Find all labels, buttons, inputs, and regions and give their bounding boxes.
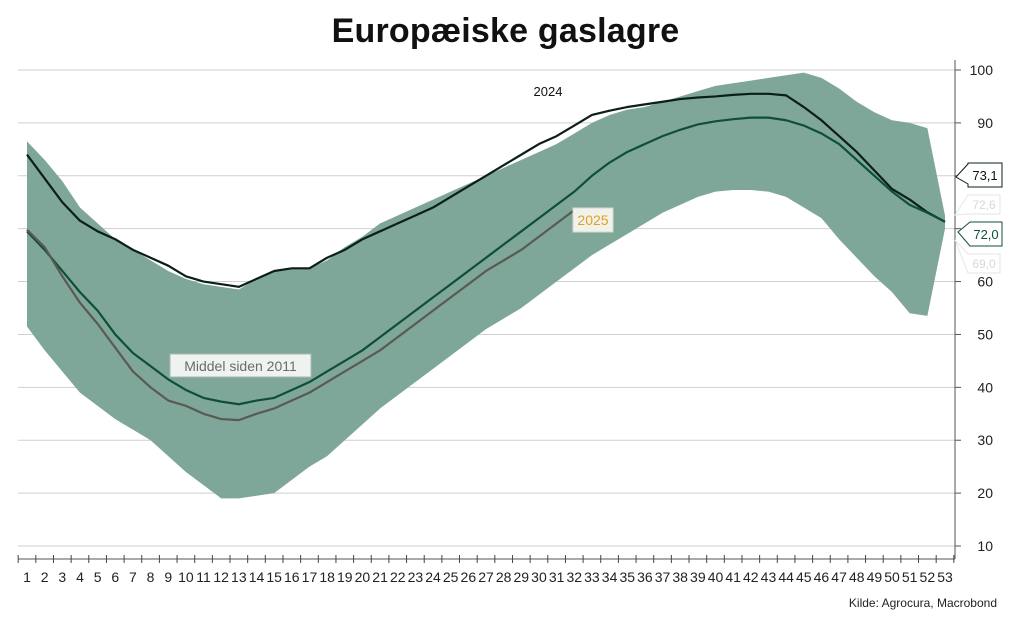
x-tick-label: 24 <box>425 569 441 585</box>
label-2024: 2024 <box>534 84 563 99</box>
y-tick-label: 30 <box>977 432 993 448</box>
label-2025: 2025 <box>577 212 608 228</box>
x-tick-label: 7 <box>129 569 137 585</box>
x-tick-label: 19 <box>337 569 353 585</box>
x-axis: 1 2 3 4 5 6 7 8 9 10 11 12 13 14 15 16 17 18 19 20 21 22 23 24 2… <box>17 555 955 585</box>
x-tick-label: 45 <box>796 569 812 585</box>
x-tick-label: 32 <box>566 569 582 585</box>
y-tick-label: 60 <box>977 274 993 290</box>
ghost-value-1: 72,6 <box>972 198 996 212</box>
x-tick-label: 27 <box>478 569 494 585</box>
line-2024 <box>26 92 946 288</box>
line-mean <box>26 116 946 406</box>
x-tick-label: 48 <box>849 569 865 585</box>
x-tick-label: 53 <box>937 569 953 585</box>
x-tick-label: 12 <box>213 569 229 585</box>
annotations: 2024 Middel siden 2011 2025 72,6 69,0 73,1 72,… <box>169 84 1003 378</box>
x-tick-label: 34 <box>602 569 618 585</box>
x-tick-label: 21 <box>372 569 388 585</box>
y-tick-label: 10 <box>977 538 993 554</box>
x-tick-label: 37 <box>655 569 671 585</box>
y-tick-label: 100 <box>970 62 994 78</box>
y-axis: 102030405060708090100 <box>954 60 994 559</box>
x-tick-label: 44 <box>778 569 794 585</box>
y-tick-label: 50 <box>977 326 993 342</box>
x-tick-label: 23 <box>408 569 424 585</box>
x-tick-label: 39 <box>690 569 706 585</box>
x-tick-label: 18 <box>319 569 335 585</box>
x-tick-label: 16 <box>284 569 300 585</box>
x-tick-label: 10 <box>178 569 194 585</box>
value-mean: 72,0 <box>973 227 998 242</box>
x-tick-label: 22 <box>390 569 406 585</box>
x-tick-label: 11 <box>196 569 211 585</box>
value-box-mean <box>957 221 1003 247</box>
x-tick-label: 42 <box>743 569 759 585</box>
source-note: Kilde: Agrocura, Macrobond <box>848 596 997 610</box>
x-tick-label: 28 <box>496 569 512 585</box>
x-tick-label: 3 <box>58 569 66 585</box>
x-tick-label: 50 <box>884 569 900 585</box>
x-tick-label: 2 <box>41 569 49 585</box>
x-tick-label: 1 <box>23 569 31 585</box>
value-2024: 73,1 <box>972 168 997 183</box>
label-2025-box <box>572 207 614 233</box>
x-tick-label: 38 <box>672 569 688 585</box>
x-tick-label: 20 <box>355 569 371 585</box>
x-tick-label: 49 <box>867 569 883 585</box>
x-tick-label: 13 <box>231 569 247 585</box>
x-tick-label: 25 <box>443 569 459 585</box>
y-tick-label: 90 <box>977 115 993 131</box>
range-band <box>27 72 945 499</box>
ghost-value-2: 69,0 <box>972 257 996 271</box>
x-tick-label: 43 <box>761 569 777 585</box>
x-tick-label: 47 <box>831 569 847 585</box>
y-tick-label: 40 <box>977 379 993 395</box>
ghost-value-box-1 <box>954 194 1001 216</box>
chart-title: Europæiske gaslagre <box>331 12 680 50</box>
x-tick-label: 6 <box>111 569 119 585</box>
x-tick-label: 40 <box>708 569 724 585</box>
x-tick-label: 17 <box>302 569 318 585</box>
x-tick-label: 15 <box>266 569 282 585</box>
value-box-2024 <box>955 162 1003 188</box>
x-tick-label: 14 <box>249 569 265 585</box>
mean-label: Middel siden 2011 <box>184 358 297 374</box>
x-tick-label: 35 <box>619 569 635 585</box>
x-tick-label: 31 <box>549 569 565 585</box>
y-tick-label: 20 <box>977 485 993 501</box>
x-tick-label: 30 <box>531 569 547 585</box>
x-tick-label: 33 <box>584 569 600 585</box>
x-tick-label: 26 <box>461 569 477 585</box>
series-lines <box>26 92 946 422</box>
x-tick-label: 51 <box>902 569 918 585</box>
x-tick-label: 41 <box>725 569 741 585</box>
x-tick-label: 5 <box>94 569 102 585</box>
mean-label-box <box>169 353 312 378</box>
x-tick-label: 29 <box>514 569 530 585</box>
line-2025 <box>26 209 575 422</box>
x-tick-label: 4 <box>76 569 84 585</box>
x-tick-label: 46 <box>814 569 830 585</box>
x-tick-label: 52 <box>920 569 936 585</box>
x-tick-label: 9 <box>164 569 172 585</box>
x-tick-label: 8 <box>147 569 155 585</box>
ghost-value-box-2 <box>954 239 1001 274</box>
x-tick-label: 36 <box>637 569 653 585</box>
